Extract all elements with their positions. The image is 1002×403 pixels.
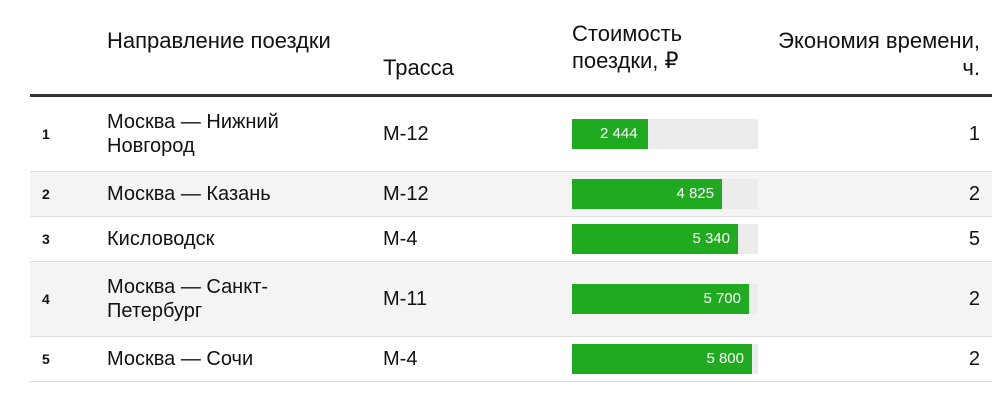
direction-cell: Кисловодск [107,228,215,250]
table-body: 1 Москва — Нижний Новгород М-12 2 444 1 2 Моск… [30,97,992,382]
header-cost: Стоимость поездки, ₽ [572,21,683,73]
cost-bar [572,284,749,314]
table-row: 4 Москва — Санкт-Петербург М-11 5 700 2 [30,262,992,337]
route-cell: М-11 [383,288,428,310]
table-row: 5 Москва — Сочи М-4 5 800 2 [30,337,992,382]
savings-cell: 1 [968,123,980,145]
table-row: 1 Москва — Нижний Новгород М-12 2 444 1 [30,97,992,172]
row-number: 4 [42,291,50,307]
cost-bar [572,344,752,374]
row-number: 1 [42,126,50,142]
cost-bar-track: 5 340 [572,224,758,254]
table-row: 2 Москва — Казань М-12 4 825 2 [30,172,992,217]
cost-bar-track: 4 825 [572,179,758,209]
header-direction: Направление поездки [107,28,331,53]
row-number: 2 [42,186,50,202]
direction-cell: Москва — Казань [107,183,271,205]
row-number: 3 [42,231,50,247]
row-number: 5 [42,351,50,367]
route-cell: М-4 [383,228,418,250]
cost-table: Направление поездки Трасса Стоимость пое… [30,0,992,382]
cost-bar-track: 2 444 [572,119,758,149]
cost-bar-label: 5 700 [703,290,741,307]
direction-cell: Москва — Нижний Новгород [107,111,279,157]
cost-bar-label: 5 340 [692,230,730,247]
cost-bar [572,224,738,254]
savings-cell: 5 [968,228,980,250]
cost-bar-track: 5 700 [572,284,758,314]
direction-cell: Москва — Санкт-Петербург [107,276,269,322]
savings-cell: 2 [968,348,980,370]
cost-bar-label: 2 444 [600,125,638,142]
route-cell: М-12 [383,183,429,205]
header-savings: Экономия времени, ч. [778,28,980,80]
header-route: Трасса [383,55,454,80]
table-row: 3 Кисловодск М-4 5 340 5 [30,217,992,262]
savings-cell: 2 [968,288,980,310]
cost-bar-label: 4 825 [676,185,714,202]
table-header: Направление поездки Трасса Стоимость пое… [30,0,992,97]
cost-bar [572,119,648,149]
cost-bar [572,179,722,209]
cost-bar-label: 5 800 [706,350,744,367]
direction-cell: Москва — Сочи [107,348,254,370]
route-cell: М-4 [383,348,418,370]
savings-cell: 2 [968,183,980,205]
route-cell: М-12 [383,123,429,145]
cost-bar-track: 5 800 [572,344,758,374]
